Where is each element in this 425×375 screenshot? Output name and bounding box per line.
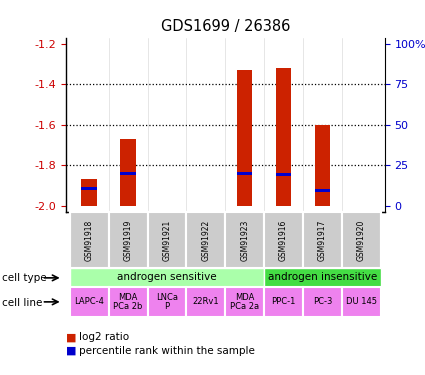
Text: log2 ratio: log2 ratio	[79, 333, 129, 342]
Bar	[225, 287, 264, 317]
Title: GDS1699 / 26386: GDS1699 / 26386	[161, 18, 290, 33]
Text: 22Rv1: 22Rv1	[193, 297, 219, 306]
Text: GSM91921: GSM91921	[162, 219, 171, 261]
Text: MDA
PCa 2a: MDA PCa 2a	[230, 292, 259, 311]
Text: LAPC-4: LAPC-4	[74, 297, 104, 306]
Text: GSM91918: GSM91918	[85, 219, 94, 261]
Bar	[70, 268, 264, 287]
Text: ■: ■	[66, 346, 76, 355]
Bar	[276, 68, 291, 206]
Text: androgen insensitive: androgen insensitive	[268, 273, 377, 282]
Text: GSM91919: GSM91919	[124, 219, 133, 261]
Bar	[314, 189, 330, 192]
Bar	[70, 212, 109, 268]
Bar	[225, 212, 264, 268]
Bar	[82, 187, 97, 190]
Bar	[187, 212, 225, 268]
Bar	[342, 287, 381, 317]
Bar	[187, 287, 225, 317]
Text: GSM91923: GSM91923	[240, 219, 249, 261]
Text: androgen sensitive: androgen sensitive	[117, 273, 217, 282]
Bar	[303, 287, 342, 317]
Text: cell type: cell type	[2, 273, 47, 283]
Text: PC-3: PC-3	[313, 297, 332, 306]
Text: cell line: cell line	[2, 298, 42, 307]
Text: DU 145: DU 145	[346, 297, 377, 306]
Bar	[147, 287, 187, 317]
Bar	[264, 287, 303, 317]
Text: PPC-1: PPC-1	[272, 297, 296, 306]
Text: GSM91917: GSM91917	[318, 219, 327, 261]
Bar	[303, 212, 342, 268]
Bar	[109, 212, 147, 268]
Bar	[120, 139, 136, 206]
Bar	[82, 179, 97, 206]
Bar	[276, 173, 291, 176]
Bar	[70, 287, 109, 317]
Text: GSM91922: GSM91922	[201, 219, 210, 261]
Bar	[120, 172, 136, 175]
Text: GSM91920: GSM91920	[357, 219, 366, 261]
Bar	[314, 124, 330, 206]
Bar	[342, 212, 381, 268]
Bar	[147, 212, 187, 268]
Text: GSM91916: GSM91916	[279, 219, 288, 261]
Text: MDA
PCa 2b: MDA PCa 2b	[113, 292, 143, 311]
Text: ■: ■	[66, 333, 76, 342]
Text: LNCa
P: LNCa P	[156, 292, 178, 311]
Bar	[109, 287, 147, 317]
Bar	[237, 70, 252, 206]
Text: percentile rank within the sample: percentile rank within the sample	[79, 346, 255, 355]
Bar	[264, 268, 381, 287]
Bar	[237, 172, 252, 175]
Bar	[264, 212, 303, 268]
